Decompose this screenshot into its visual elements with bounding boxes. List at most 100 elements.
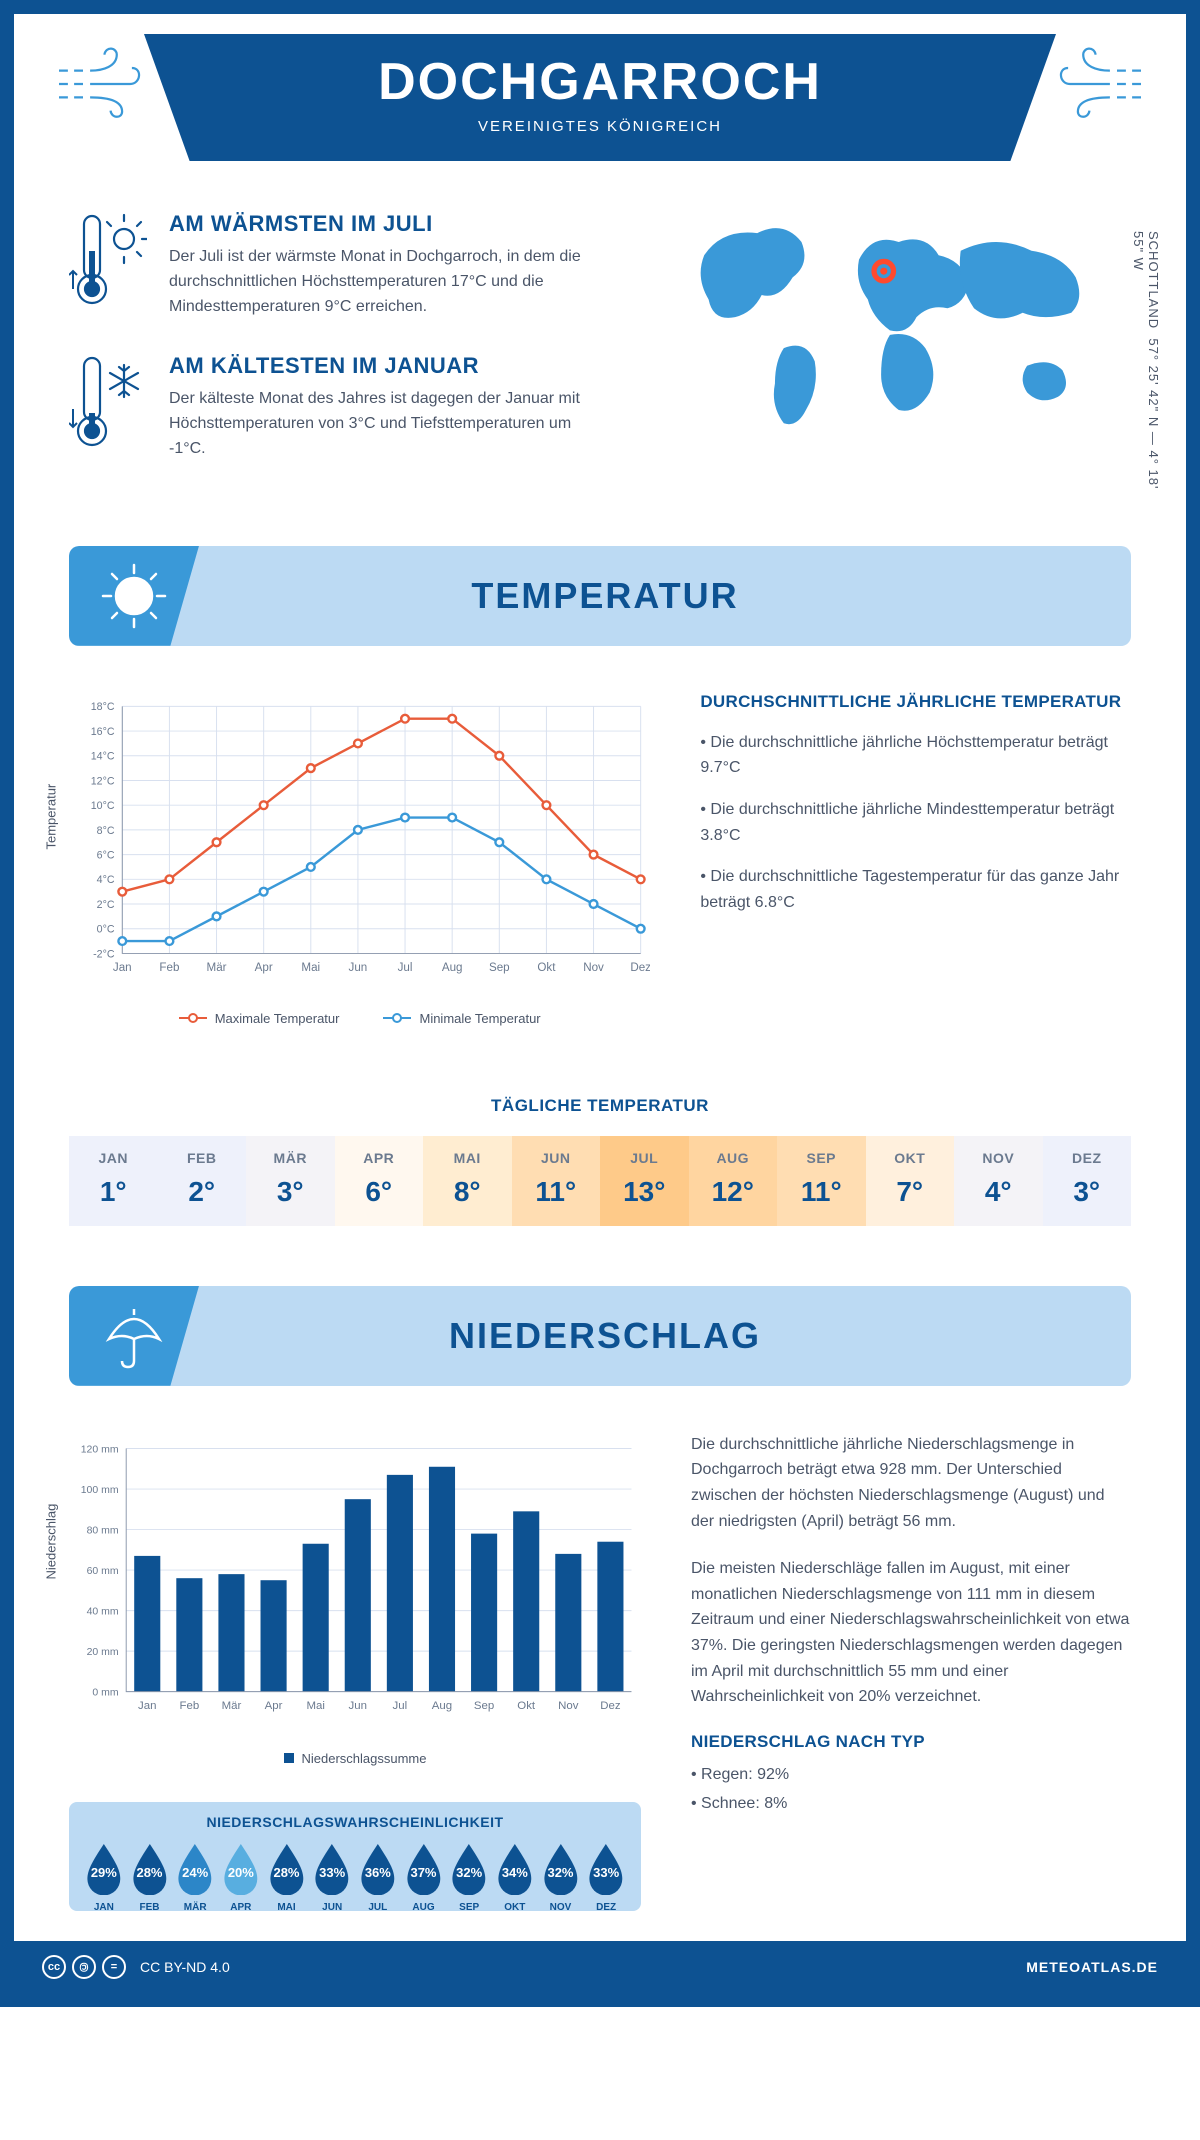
- location-subtitle: VEREINIGTES KÖNIGREICH: [144, 118, 1056, 135]
- precipitation-bar-chart: Niederschlag 0 mm20 mm40 mm60 mm80 mm100…: [69, 1432, 641, 1772]
- svg-text:2°C: 2°C: [97, 899, 115, 911]
- svg-text:Aug: Aug: [432, 1700, 452, 1712]
- svg-text:Apr: Apr: [255, 961, 273, 974]
- svg-text:8°C: 8°C: [97, 825, 115, 837]
- svg-text:Mär: Mär: [207, 961, 227, 974]
- wind-icon: [1056, 44, 1146, 124]
- daily-temp-cell: OKT7°: [866, 1136, 955, 1226]
- temp-info-heading: DURCHSCHNITTLICHE JÄHRLICHE TEMPERATUR: [700, 692, 1131, 712]
- precipitation-section-banner: NIEDERSCHLAG: [69, 1286, 1131, 1386]
- coordinates: SCHOTTLAND 57° 25' 42" N — 4° 18' 55" W: [1131, 231, 1161, 496]
- svg-text:Mai: Mai: [306, 1700, 324, 1712]
- probability-drop: 24%MÄR: [174, 1842, 216, 1895]
- svg-text:Aug: Aug: [442, 961, 463, 974]
- svg-text:Dez: Dez: [630, 961, 650, 974]
- svg-text:Apr: Apr: [265, 1700, 283, 1712]
- daily-temp-title: TÄGLICHE TEMPERATUR: [69, 1096, 1131, 1116]
- svg-text:Feb: Feb: [159, 961, 179, 974]
- temp-bullet: • Die durchschnittliche Tagestemperatur …: [700, 864, 1131, 915]
- probability-drop: 28%FEB: [129, 1842, 171, 1895]
- world-map: [649, 211, 1131, 441]
- probability-drop: 28%MAI: [266, 1842, 308, 1895]
- svg-text:0°C: 0°C: [97, 923, 115, 935]
- license-text: CC BY-ND 4.0: [140, 1959, 230, 1975]
- license-icons: cc 🄯 =: [42, 1955, 126, 1979]
- probability-drop: 33%DEZ: [585, 1842, 627, 1895]
- svg-text:4°C: 4°C: [97, 874, 115, 886]
- svg-text:-2°C: -2°C: [93, 948, 115, 960]
- legend-precip: Niederschlagssumme: [284, 1751, 427, 1766]
- svg-text:120 mm: 120 mm: [81, 1444, 119, 1455]
- precip-paragraph-1: Die durchschnittliche jährliche Niedersc…: [691, 1432, 1131, 1534]
- nd-icon: =: [102, 1955, 126, 1979]
- daily-temp-cell: AUG12°: [689, 1136, 778, 1226]
- location-title: DOCHGARROCH: [144, 52, 1056, 112]
- svg-text:12°C: 12°C: [91, 775, 115, 787]
- daily-temp-cell: DEZ3°: [1043, 1136, 1132, 1226]
- precip-paragraph-2: Die meisten Niederschläge fallen im Augu…: [691, 1556, 1131, 1710]
- thermometer-cold-icon: [69, 353, 147, 453]
- infographic-frame: DOCHGARROCH VEREINIGTES KÖNIGREICH AM WÄ…: [0, 0, 1200, 2007]
- daily-temp-cell: APR6°: [335, 1136, 424, 1226]
- daily-temp-cell: JAN1°: [69, 1136, 158, 1226]
- probability-drop: 32%SEP: [448, 1842, 490, 1895]
- probability-drop: 32%NOV: [540, 1842, 582, 1895]
- svg-text:Sep: Sep: [489, 961, 510, 974]
- svg-text:Okt: Okt: [517, 1700, 536, 1712]
- legend-min: .legend-item:nth-child(2) .legend-swatch…: [383, 1011, 540, 1026]
- svg-text:100 mm: 100 mm: [81, 1485, 119, 1496]
- by-icon: 🄯: [72, 1955, 96, 1979]
- daily-temp-cell: MAI8°: [423, 1136, 512, 1226]
- svg-text:16°C: 16°C: [91, 726, 115, 738]
- daily-temp-cell: JUN11°: [512, 1136, 601, 1226]
- svg-text:Okt: Okt: [537, 961, 556, 974]
- header-banner: DOCHGARROCH VEREINIGTES KÖNIGREICH: [144, 34, 1056, 161]
- svg-text:60 mm: 60 mm: [87, 1566, 119, 1577]
- svg-text:20 mm: 20 mm: [87, 1647, 119, 1658]
- svg-text:18°C: 18°C: [91, 701, 115, 713]
- svg-text:Jul: Jul: [393, 1700, 408, 1712]
- svg-text:Sep: Sep: [474, 1700, 494, 1712]
- warm-heading: AM WÄRMSTEN IM JULI: [169, 211, 599, 237]
- temperature-line-chart: Temperatur -2°C0°C2°C4°C6°C8°C10°C12°C14…: [69, 692, 650, 1052]
- umbrella-icon: [99, 1301, 169, 1371]
- precip-type-item: • Regen: 92%: [691, 1762, 1131, 1788]
- svg-text:40 mm: 40 mm: [87, 1606, 119, 1617]
- cold-heading: AM KÄLTESTEN IM JANUAR: [169, 353, 599, 379]
- precipitation-probability-box: NIEDERSCHLAGSWAHRSCHEINLICHKEIT 29%JAN28…: [69, 1802, 641, 1911]
- svg-text:Dez: Dez: [600, 1700, 621, 1712]
- daily-temp-cell: FEB2°: [158, 1136, 247, 1226]
- daily-temp-cell: JUL13°: [600, 1136, 689, 1226]
- svg-text:Jun: Jun: [349, 1700, 367, 1712]
- svg-text:Feb: Feb: [179, 1700, 199, 1712]
- svg-text:Mär: Mär: [222, 1700, 242, 1712]
- temp-bullet: • Die durchschnittliche jährliche Mindes…: [700, 797, 1131, 848]
- footer: cc 🄯 = CC BY-ND 4.0 METEOATLAS.DE: [14, 1941, 1186, 1993]
- svg-text:80 mm: 80 mm: [87, 1525, 119, 1536]
- sun-icon: [99, 561, 169, 631]
- probability-drop: 34%OKT: [494, 1842, 536, 1895]
- wind-icon: [54, 44, 144, 124]
- daily-temp-cell: SEP11°: [777, 1136, 866, 1226]
- probability-drop: 33%JUN: [311, 1842, 353, 1895]
- temp-bullet: • Die durchschnittliche jährliche Höchst…: [700, 730, 1131, 781]
- svg-text:Jan: Jan: [113, 961, 132, 974]
- probability-drop: 37%AUG: [403, 1842, 445, 1895]
- warm-text: Der Juli ist der wärmste Monat in Dochga…: [169, 245, 599, 319]
- precipitation-heading: NIEDERSCHLAG: [199, 1315, 1131, 1357]
- daily-temp-cell: MÄR3°: [246, 1136, 335, 1226]
- svg-text:10°C: 10°C: [91, 800, 115, 812]
- svg-text:0 mm: 0 mm: [92, 1687, 118, 1698]
- svg-text:Mai: Mai: [301, 961, 320, 974]
- thermometer-hot-icon: [69, 211, 147, 311]
- probability-drop: 36%JUL: [357, 1842, 399, 1895]
- daily-temp-cell: NOV4°: [954, 1136, 1043, 1226]
- temperature-heading: TEMPERATUR: [199, 575, 1131, 617]
- legend-max: .legend-item:nth-child(1) .legend-swatch…: [179, 1011, 340, 1026]
- probability-drop: 20%APR: [220, 1842, 262, 1895]
- svg-text:Jun: Jun: [349, 961, 368, 974]
- daily-temp-grid: JAN1°FEB2°MÄR3°APR6°MAI8°JUN11°JUL13°AUG…: [69, 1136, 1131, 1226]
- svg-text:Jan: Jan: [138, 1700, 156, 1712]
- precip-type-heading: NIEDERSCHLAG NACH TYP: [691, 1732, 1131, 1752]
- svg-text:Nov: Nov: [583, 961, 604, 974]
